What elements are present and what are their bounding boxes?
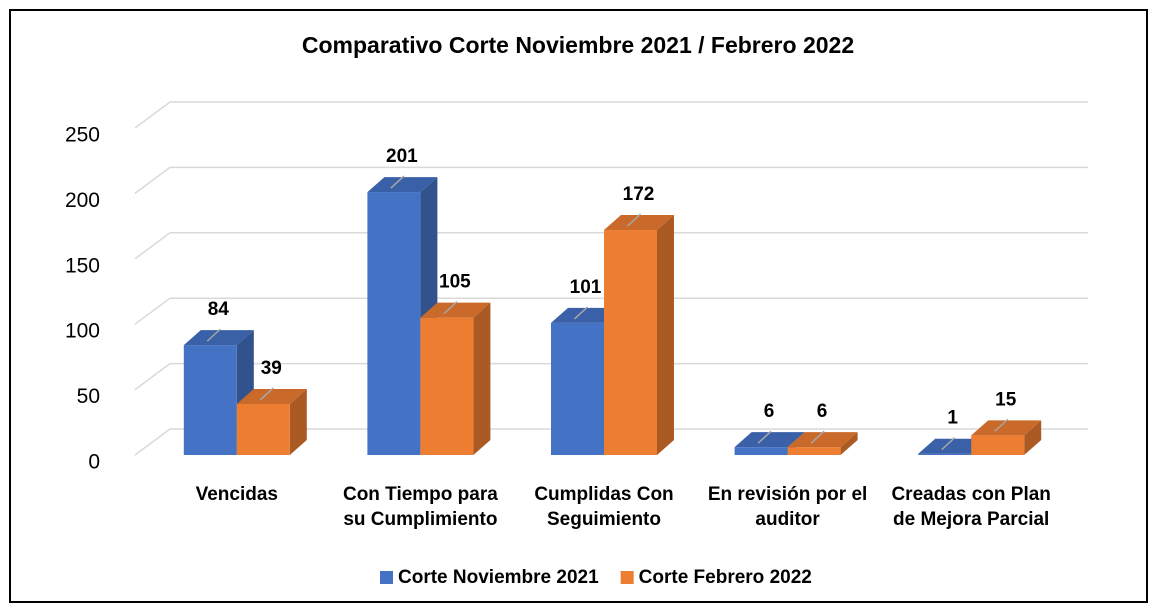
legend-swatch (380, 571, 393, 584)
data-label: 172 (623, 184, 655, 205)
y-tick-label: 0 (88, 451, 100, 474)
bar-top (551, 307, 621, 323)
leader-line (390, 175, 405, 189)
bar-top (918, 438, 989, 454)
leader-line (941, 437, 956, 451)
bar-front (787, 447, 841, 455)
chart-border (9, 9, 1148, 603)
bar-top (420, 302, 491, 318)
y-tick-label: 150 (65, 254, 100, 277)
bar-front (183, 345, 237, 455)
bar-front (734, 447, 788, 455)
grid-line-side (134, 297, 171, 325)
x-tick-label: Cumplidas Con Seguimiento (534, 484, 674, 530)
bar-front (604, 230, 657, 455)
chart-title: Comparativo Corte Noviembre 2021 / Febre… (302, 32, 854, 58)
bar-top (604, 215, 674, 231)
leader-line (206, 328, 221, 342)
bar-top (734, 432, 805, 448)
bar-top (787, 432, 858, 448)
data-label: 105 (439, 272, 471, 293)
data-label: 15 (995, 389, 1017, 410)
data-label: 39 (261, 358, 282, 379)
data-label: 1 (947, 408, 958, 429)
legend-label: Corte Febrero 2022 (639, 567, 812, 588)
grid-line-side (134, 232, 171, 260)
data-label: 201 (386, 146, 418, 167)
y-tick-label: 100 (65, 320, 100, 343)
y-tick-label: 50 (77, 385, 100, 408)
grid-line-side (134, 362, 171, 391)
bar-side (840, 432, 858, 455)
leader-line (757, 430, 772, 444)
leader-line (259, 387, 274, 401)
bar-top (367, 177, 438, 193)
bar-side (289, 388, 307, 455)
bar-side (657, 215, 674, 455)
bar-front (551, 322, 604, 455)
leader-line (573, 306, 589, 320)
legend-label: Corte Noviembre 2021 (398, 567, 599, 588)
grid-line-side (134, 428, 171, 456)
x-tick-label: Con Tiempo para su Cumplimiento (342, 484, 498, 530)
bar-front (236, 403, 290, 455)
bar-top (183, 330, 254, 346)
bar-side (1024, 420, 1042, 455)
data-label: 84 (208, 299, 230, 320)
x-tick-label: En revisión por el auditor (707, 484, 868, 530)
bar (971, 420, 1042, 455)
grid-line-side (134, 166, 171, 195)
bar-front (971, 435, 1025, 455)
bar-top (236, 388, 307, 404)
bar-top (971, 420, 1042, 436)
bar (420, 302, 491, 455)
bar (236, 388, 307, 455)
data-label: 6 (817, 401, 828, 422)
leader-line (810, 430, 825, 444)
x-tick-label: Vencidas (195, 484, 278, 505)
bar (787, 432, 858, 455)
y-tick-label: 200 (65, 189, 100, 212)
leader-line (443, 301, 458, 315)
bar-front (918, 453, 972, 455)
data-label: 101 (570, 277, 602, 298)
bar (604, 215, 674, 455)
bar-front (367, 192, 421, 456)
x-tick-label: Creadas con Plan de Mejora Parcial (891, 484, 1051, 530)
data-label: 6 (764, 401, 775, 422)
leader-line (626, 213, 642, 227)
y-tick-label: 250 (65, 124, 100, 147)
legend-swatch (620, 571, 634, 584)
grid-line-side (134, 101, 171, 129)
bar-side (473, 302, 491, 455)
leader-line (994, 418, 1009, 432)
bar-front (420, 317, 474, 455)
